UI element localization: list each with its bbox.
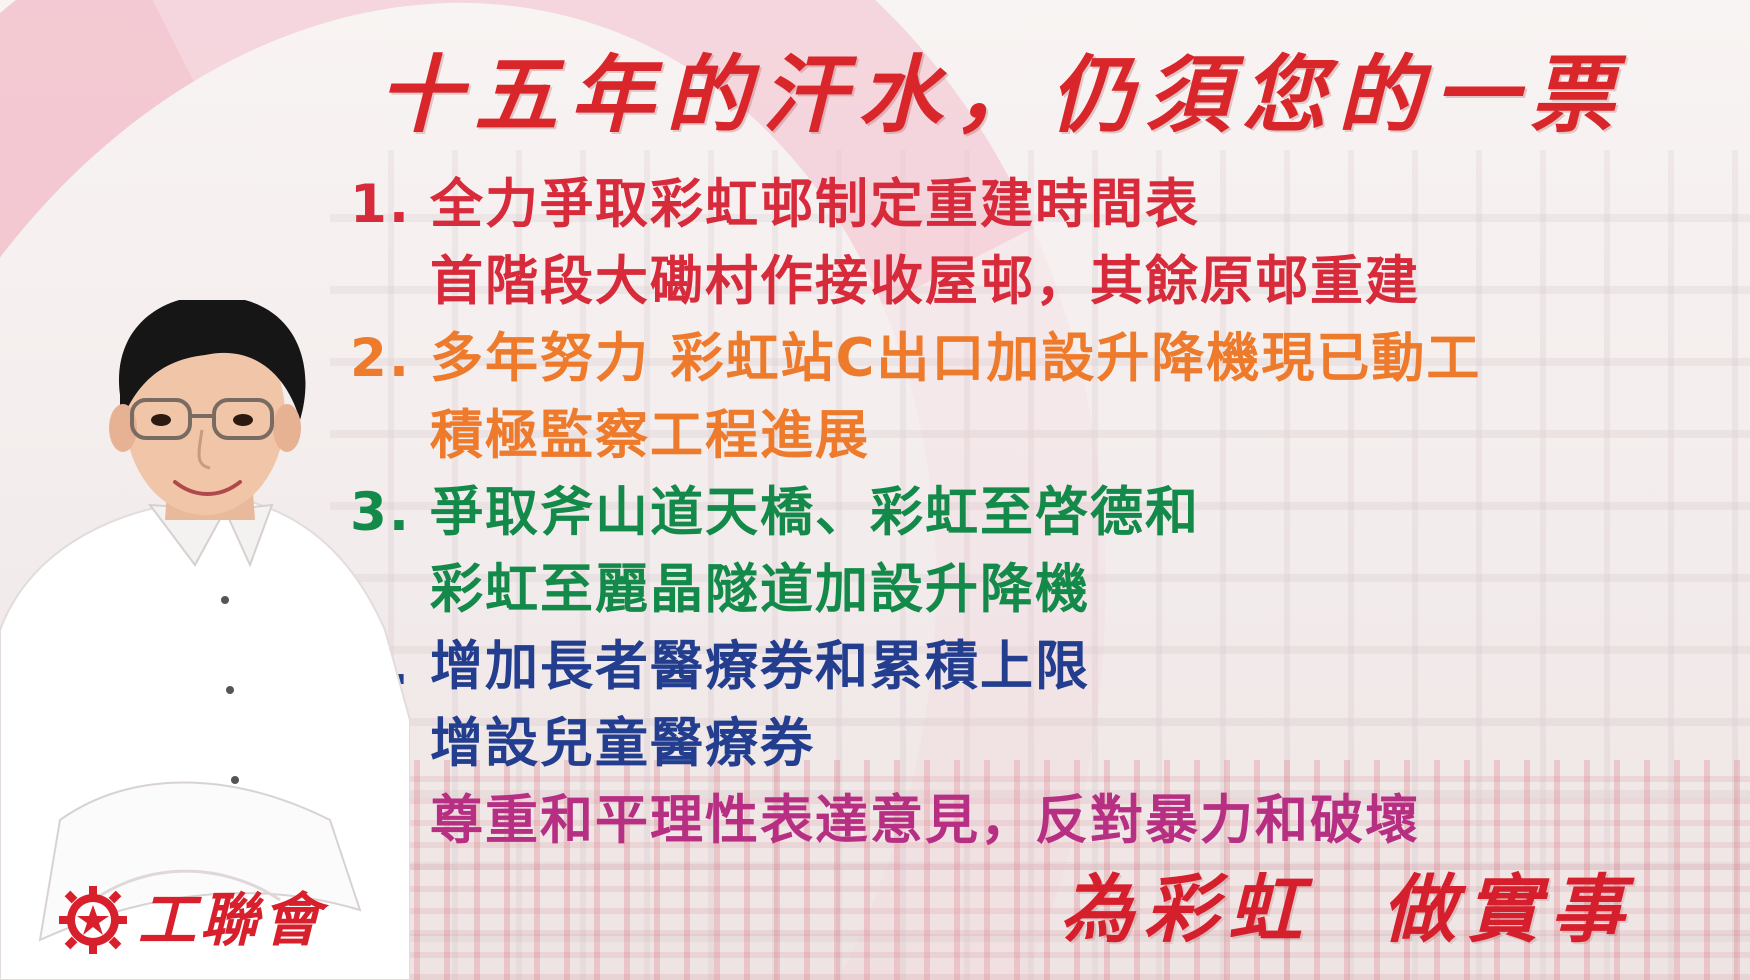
point-number: 1. [350, 174, 412, 235]
point-number: 3. [350, 482, 412, 543]
point-text-line: 增加長者醫療券和累積上限 [430, 636, 1090, 697]
point-text-line: 積極監察工程進展 [430, 405, 870, 466]
policy-point-5: 5.尊重和平理性表達意見，反對暴力和破壞 [350, 782, 1750, 859]
point-text-line: 全力爭取彩虹邨制定重建時間表 [430, 174, 1200, 235]
slogan-headline: 十五年的汗水，仍須您的一票 [378, 45, 1627, 144]
policy-point-4: 4.增加長者醫療券和累積上限 增設兒童醫療券 [350, 628, 1750, 782]
point-text-line: 爭取斧山道天橋、彩虹至啓德和 [430, 482, 1200, 543]
policy-points: 1. 全力爭取彩虹邨制定重建時間表 首階段大磡村作接收屋邨，其餘原邨重建 2. 多年… [350, 166, 1750, 859]
motto-part-1: 為彩虹 [1060, 867, 1312, 953]
point-number: 2. [350, 328, 412, 389]
candidate-illustration [0, 300, 410, 980]
background-building [330, 150, 1750, 980]
point-text-line: 尊重和平理性表達意見，反對暴力和破壞 [430, 790, 1420, 851]
point-text-line: 多年努力 彩虹站C出口加設升降機現已動工 [430, 328, 1482, 389]
policy-point-3: 3. 爭取斧山道天橋、彩虹至啓德和 彩虹至麗晶隧道加設升降機 [350, 474, 1750, 628]
point-text-line: 首階段大磡村作接收屋邨，其餘原邨重建 [430, 251, 1420, 312]
policy-point-1: 1. 全力爭取彩虹邨制定重建時間表 首階段大磡村作接收屋邨，其餘原邨重建 [350, 166, 1750, 320]
motto-part-2: 做實事 [1382, 867, 1634, 953]
policy-point-2: 2. 多年努力 彩虹站C出口加設升降機現已動工 積極監察工程進展 [350, 320, 1750, 474]
motto: 為彩虹 做實事 [1060, 860, 1720, 960]
point-text-line: 增設兒童醫療券 [430, 713, 815, 774]
union-logo: 工聯會 [58, 885, 324, 955]
background-building-lower [330, 760, 1750, 980]
star-gear-icon [59, 886, 127, 954]
candidate-photo [0, 300, 410, 980]
union-name: 工聯會 [138, 886, 325, 954]
point-text-line: 彩虹至麗晶隧道加設升降機 [430, 559, 1090, 620]
